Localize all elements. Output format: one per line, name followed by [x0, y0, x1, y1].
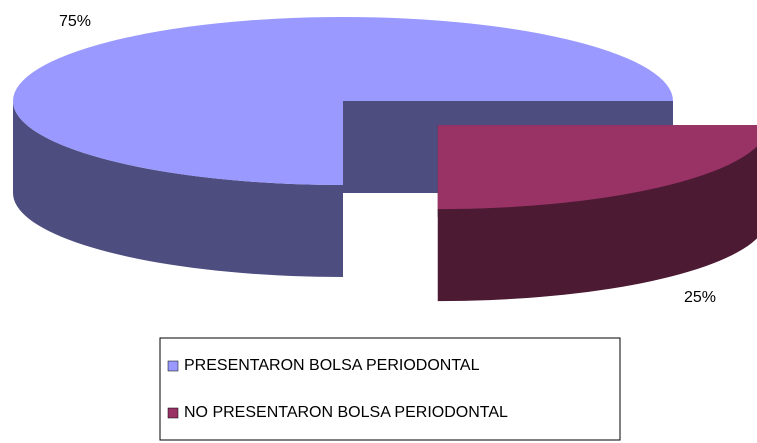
data-label: 25% — [684, 289, 716, 306]
legend-label: PRESENTARON BOLSA PERIODONTAL — [184, 357, 480, 374]
slice-top — [437, 125, 757, 210]
legend-swatch — [167, 360, 179, 372]
legend-swatch — [167, 407, 179, 419]
data-label: 75% — [59, 13, 91, 30]
slice-side — [13, 101, 343, 277]
slice-side — [437, 146, 757, 302]
pie — [13, 17, 757, 302]
legend-box — [159, 337, 621, 441]
slice-top — [13, 17, 673, 185]
legend-label: NO PRESENTARON BOLSA PERIODONTAL — [184, 404, 508, 421]
